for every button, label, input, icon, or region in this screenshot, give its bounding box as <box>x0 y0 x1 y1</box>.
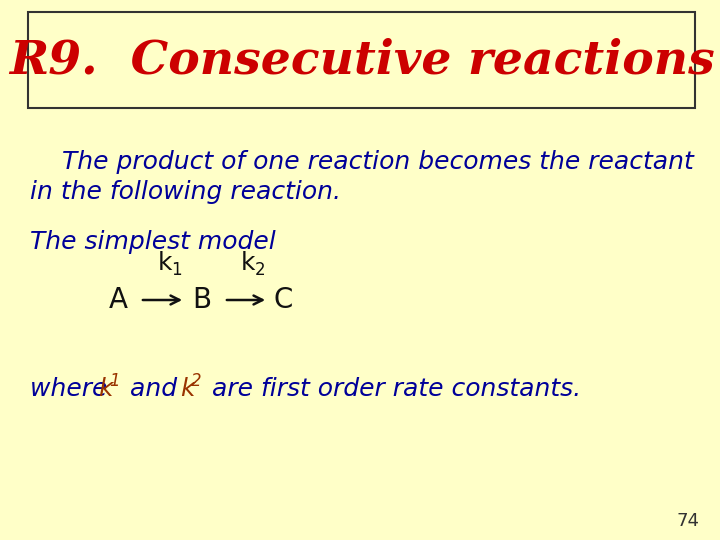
Text: 2: 2 <box>255 261 266 279</box>
Text: are first order rate constants.: are first order rate constants. <box>204 377 581 401</box>
Text: 1: 1 <box>109 372 120 390</box>
Text: and: and <box>122 377 185 401</box>
Text: B: B <box>192 286 212 314</box>
Text: k: k <box>158 251 172 275</box>
Text: where: where <box>30 377 115 401</box>
Text: k: k <box>241 251 256 275</box>
Text: The product of one reaction becomes the reactant
in the following reaction.: The product of one reaction becomes the … <box>30 150 694 204</box>
Text: C: C <box>274 286 293 314</box>
Text: 74: 74 <box>677 512 700 530</box>
Text: R9.  Consecutive reactions: R9. Consecutive reactions <box>9 37 714 83</box>
Text: The simplest model: The simplest model <box>30 230 276 254</box>
Text: 2: 2 <box>191 372 202 390</box>
Text: 1: 1 <box>171 261 182 279</box>
Text: k: k <box>180 377 194 401</box>
Text: A: A <box>109 286 127 314</box>
Bar <box>28 12 695 108</box>
Text: k: k <box>98 377 112 401</box>
